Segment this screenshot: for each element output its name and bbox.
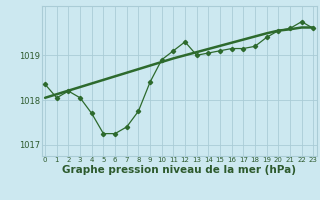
X-axis label: Graphe pression niveau de la mer (hPa): Graphe pression niveau de la mer (hPa) [62,165,296,175]
